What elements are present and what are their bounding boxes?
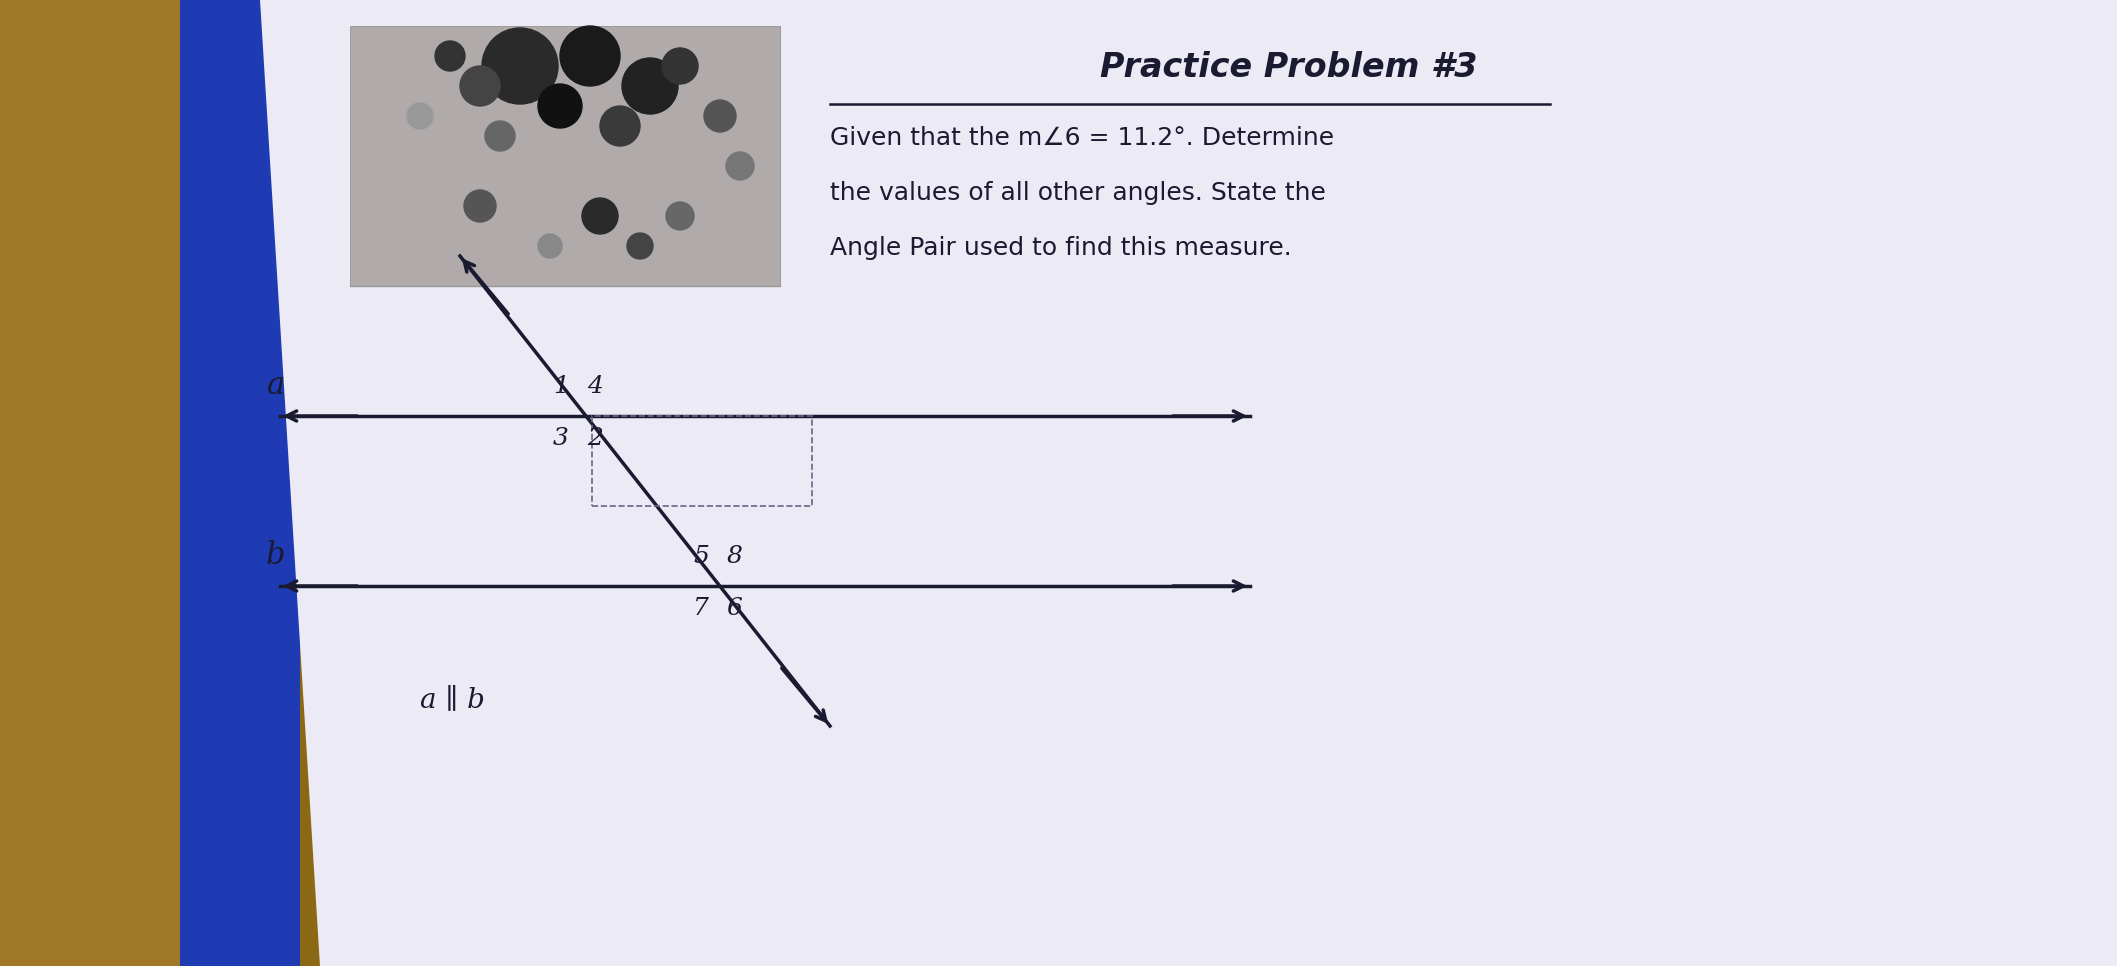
FancyBboxPatch shape (0, 0, 180, 966)
Circle shape (705, 100, 737, 132)
Circle shape (538, 234, 561, 258)
Text: Practice Problem #3: Practice Problem #3 (1101, 51, 1478, 84)
Polygon shape (260, 0, 2117, 966)
FancyBboxPatch shape (1249, 716, 2117, 966)
Circle shape (599, 106, 639, 146)
Circle shape (538, 84, 582, 128)
Circle shape (622, 58, 677, 114)
Text: 5: 5 (692, 546, 709, 568)
Text: 2: 2 (586, 427, 603, 450)
Text: the values of all other angles. State the: the values of all other angles. State th… (830, 181, 1325, 205)
Text: Given that the m∠6 = 11.2°. Determine: Given that the m∠6 = 11.2°. Determine (830, 126, 1334, 150)
Circle shape (667, 202, 694, 230)
Text: b: b (265, 540, 286, 571)
Circle shape (663, 48, 699, 84)
Circle shape (485, 121, 514, 151)
Text: 3: 3 (553, 427, 569, 450)
Text: 7: 7 (692, 597, 709, 620)
Circle shape (434, 41, 466, 71)
Circle shape (406, 103, 434, 129)
Text: 1: 1 (553, 376, 569, 398)
Circle shape (483, 28, 559, 104)
Text: Angle Pair used to find this measure.: Angle Pair used to find this measure. (830, 236, 1291, 260)
Text: 6: 6 (726, 597, 743, 620)
FancyBboxPatch shape (349, 26, 779, 286)
Text: a: a (267, 370, 286, 401)
Circle shape (582, 198, 618, 234)
Circle shape (726, 152, 754, 180)
Text: 8: 8 (726, 546, 743, 568)
Circle shape (464, 190, 495, 222)
Text: a ∥ b: a ∥ b (419, 686, 485, 713)
Circle shape (459, 66, 500, 106)
Text: 4: 4 (586, 376, 603, 398)
Circle shape (627, 233, 652, 259)
Circle shape (561, 26, 620, 86)
FancyBboxPatch shape (180, 0, 301, 966)
